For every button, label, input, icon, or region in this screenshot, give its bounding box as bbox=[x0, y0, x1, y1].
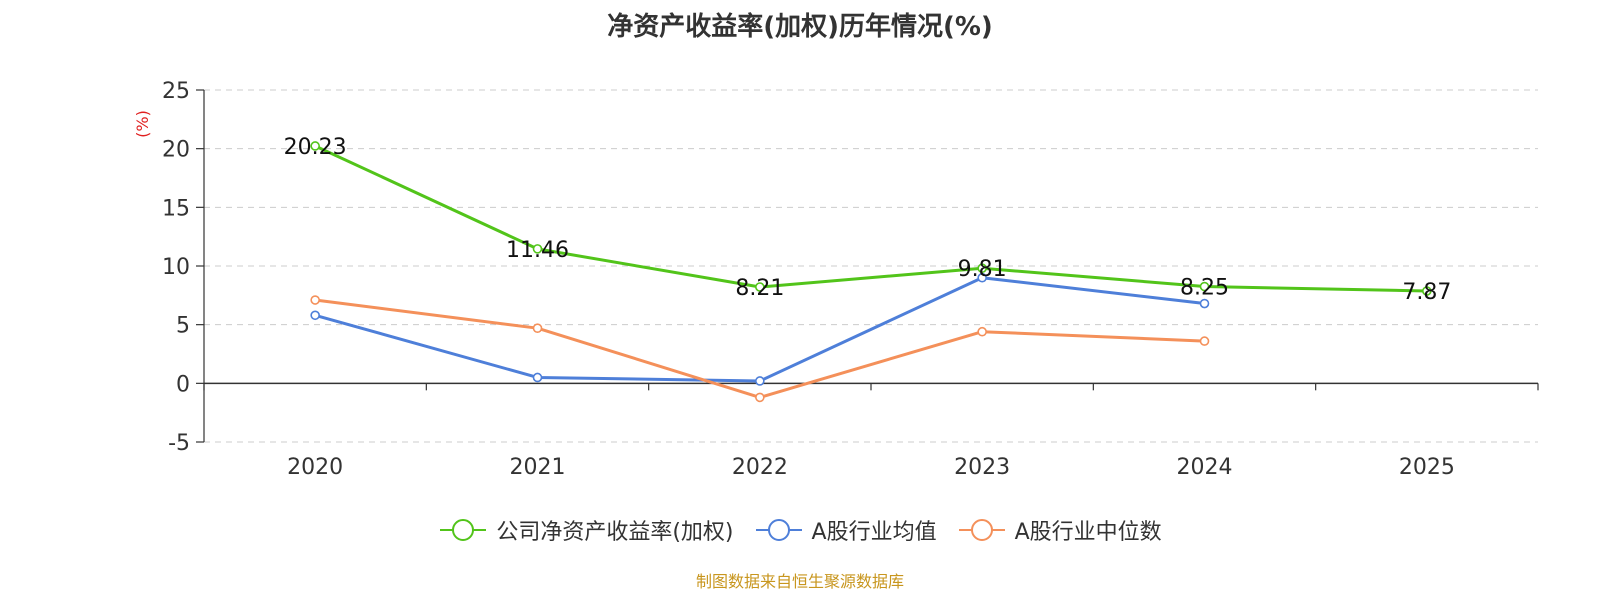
legend-item[interactable]: A股行业中位数 bbox=[957, 514, 1162, 546]
data-point bbox=[310, 141, 320, 151]
data-point bbox=[1199, 336, 1210, 346]
x-tick-label: 2022 bbox=[732, 455, 788, 480]
data-label: 8.21 bbox=[735, 276, 784, 301]
legend-marker-icon bbox=[755, 519, 802, 541]
data-point bbox=[755, 376, 765, 386]
data-point bbox=[310, 295, 320, 305]
data-point bbox=[532, 372, 543, 383]
x-tick-label: 2020 bbox=[287, 455, 343, 480]
y-tick-label: 25 bbox=[162, 79, 190, 104]
data-point bbox=[532, 244, 543, 254]
data-point bbox=[977, 326, 987, 337]
data-label: 20.23 bbox=[284, 135, 347, 160]
data-point bbox=[755, 282, 765, 292]
legend-label: A股行业中位数 bbox=[1014, 520, 1162, 545]
data-point bbox=[1199, 281, 1210, 292]
data-point bbox=[977, 263, 987, 274]
x-tick-label: 2021 bbox=[510, 455, 566, 480]
data-source: 制图数据来自恒生聚源数据库 bbox=[695, 572, 904, 591]
y-tick-label: 10 bbox=[162, 255, 190, 280]
x-tick-label: 2025 bbox=[1399, 455, 1455, 480]
x-tick-label: 2023 bbox=[954, 455, 1010, 480]
series-group bbox=[310, 141, 1432, 403]
legend-label: 公司净资产收益率(加权) bbox=[496, 520, 734, 545]
data-labels: 20.23 11.46 8.21 9.81 8.25 7.87 bbox=[284, 135, 1452, 305]
y-tick-label: 20 bbox=[162, 138, 190, 163]
data-point bbox=[310, 310, 320, 321]
grid-lines bbox=[204, 89, 1538, 443]
x-tick-label: 2024 bbox=[1177, 455, 1233, 480]
legend-item[interactable]: 公司净资产收益率(加权) bbox=[438, 514, 734, 546]
data-point bbox=[1199, 298, 1210, 309]
legend-marker-icon bbox=[958, 519, 1005, 541]
y-tick-label: 5 bbox=[176, 314, 190, 339]
series-line bbox=[314, 144, 1427, 293]
data-point bbox=[977, 272, 987, 283]
data-label: 8.25 bbox=[1180, 276, 1229, 301]
legend-item[interactable]: A股行业均值 bbox=[754, 514, 937, 546]
legend-marker-icon bbox=[440, 519, 487, 541]
legend: 公司净资产收益率(加权) A股行业均值 A股行业中位数 bbox=[0, 514, 1600, 546]
data-label: 11.46 bbox=[506, 238, 569, 263]
chart-title: 净资产收益率(加权)历年情况(%) bbox=[607, 12, 993, 42]
legend-label: A股行业均值 bbox=[811, 520, 937, 545]
y-tick-label: -5 bbox=[168, 431, 190, 456]
data-point bbox=[532, 323, 543, 333]
data-point bbox=[1422, 286, 1432, 296]
data-point bbox=[755, 392, 765, 403]
y-tick-label: 0 bbox=[176, 372, 190, 397]
y-axis-label: (%) bbox=[133, 110, 152, 138]
y-tick-label: 15 bbox=[162, 196, 190, 221]
data-label: 9.81 bbox=[958, 257, 1007, 282]
data-label: 7.87 bbox=[1402, 280, 1451, 305]
